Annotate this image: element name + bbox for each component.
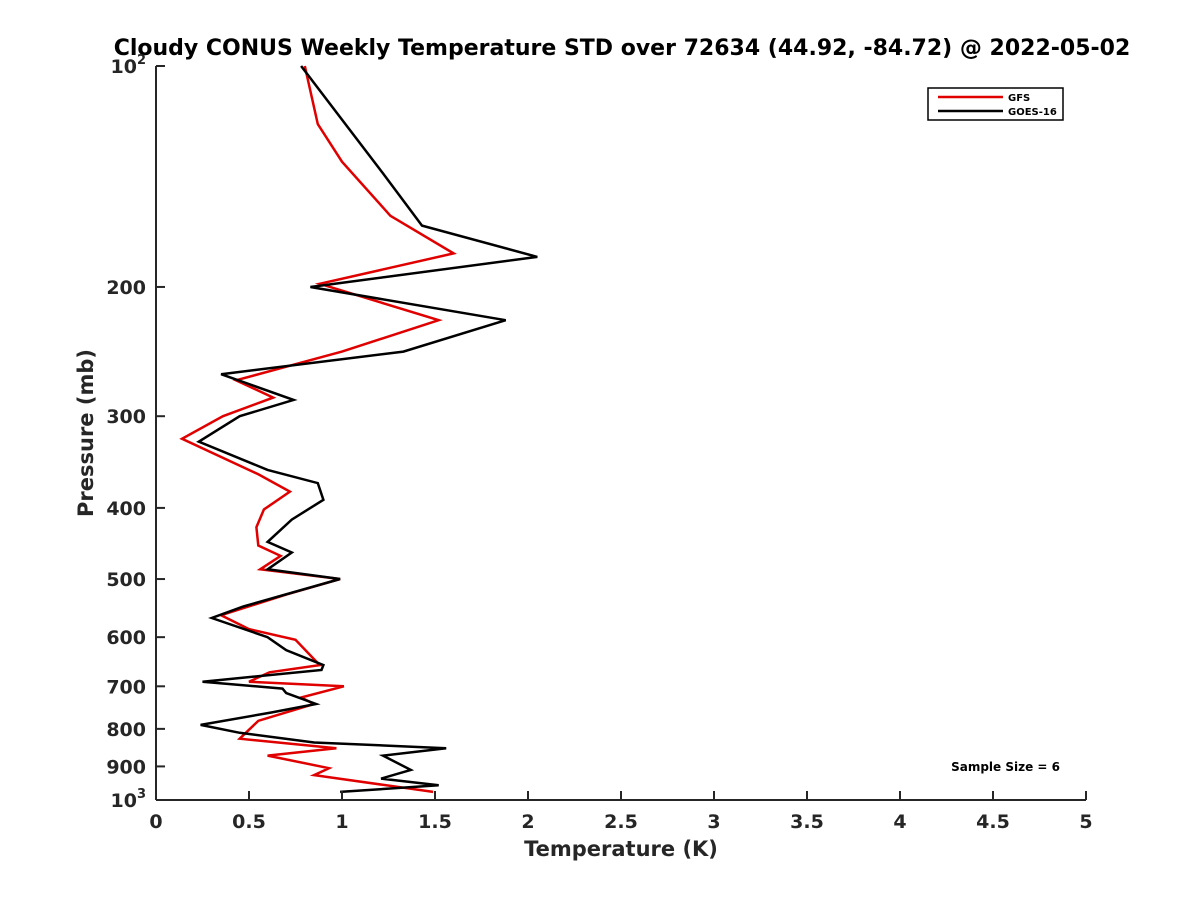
x-axis-label: Temperature (K) xyxy=(524,837,718,861)
sample-size-annotation: Sample Size = 6 xyxy=(951,760,1060,774)
y-tick-label: 103 xyxy=(111,787,147,812)
series-line-goes16 xyxy=(196,65,538,794)
x-tick-label: 5 xyxy=(1079,811,1092,833)
x-tick-label: 2 xyxy=(521,811,534,833)
legend-label-goes16: GOES-16 xyxy=(1008,107,1057,118)
x-ticks: 0 0.5 1 1.5 2 2.5 3 3.5 4 4.5 5 xyxy=(149,791,1093,833)
x-tick-label: 2.5 xyxy=(604,811,638,833)
y-tick-label: 500 xyxy=(106,569,146,591)
y-tick-label: 102 xyxy=(111,53,147,78)
y-ticks: 102 200 300 400 500 600 700 800 900 103 xyxy=(106,53,165,812)
y-tick-label: 900 xyxy=(106,756,146,778)
plot-area xyxy=(156,66,1086,800)
y-axis-label: Pressure (mb) xyxy=(74,349,98,517)
x-tick-label: 1 xyxy=(335,811,348,833)
legend-box xyxy=(927,87,1064,121)
x-tick-label: 3 xyxy=(707,811,720,833)
y-tick-label: 800 xyxy=(106,719,146,741)
y-tick-label: 700 xyxy=(106,676,146,698)
x-tick-label: 4.5 xyxy=(976,811,1010,833)
y-tick-label: 400 xyxy=(106,498,146,520)
x-tick-label: 3.5 xyxy=(790,811,824,833)
legend-label-gfs: GFS xyxy=(1008,93,1030,104)
chart-title: Cloudy CONUS Weekly Temperature STD over… xyxy=(114,36,1131,61)
y-tick-label: 300 xyxy=(106,406,146,428)
x-tick-label: 0.5 xyxy=(232,811,266,833)
legend: GFS GOES-16 xyxy=(927,87,1064,121)
x-tick-label: 4 xyxy=(893,811,906,833)
y-tick-label: 600 xyxy=(106,627,146,649)
x-tick-label: 1.5 xyxy=(418,811,452,833)
y-tick-label: 200 xyxy=(106,277,146,299)
series-layer xyxy=(179,65,538,794)
series-line-gfs xyxy=(179,65,457,794)
x-tick-label: 0 xyxy=(149,811,162,833)
plot-background xyxy=(156,66,1086,800)
